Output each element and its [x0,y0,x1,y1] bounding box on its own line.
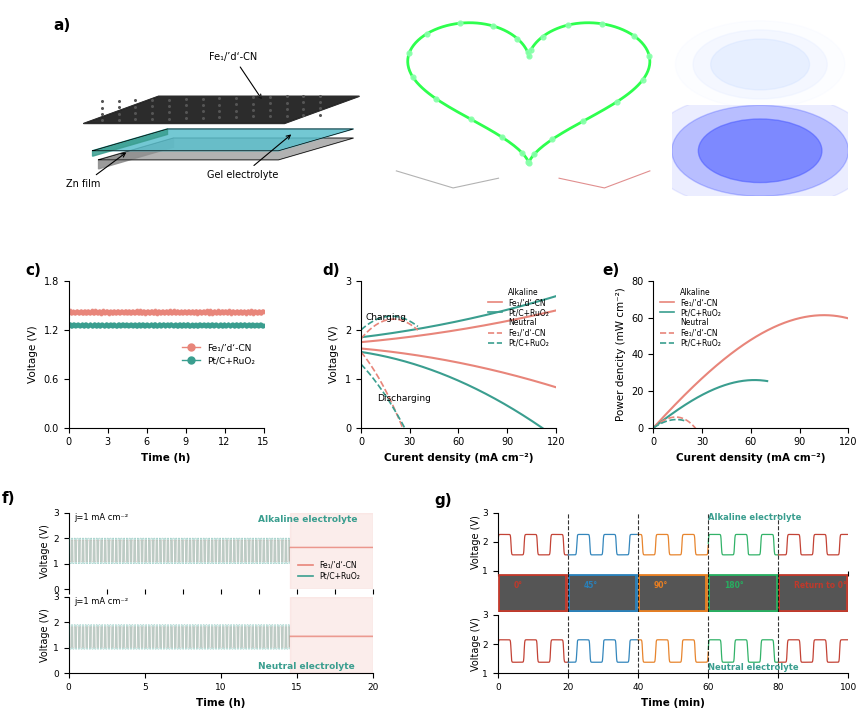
Text: Gel electrolyte: Gel electrolyte [207,135,291,180]
X-axis label: Time (h): Time (h) [141,453,191,463]
Bar [638,575,706,611]
Y-axis label: Power dencity (mW cm⁻²): Power dencity (mW cm⁻²) [616,287,626,421]
Y-axis label: Voltage (V): Voltage (V) [471,515,481,568]
Text: 45°: 45° [584,581,598,590]
Bar [499,575,566,611]
Bar [290,597,374,673]
X-axis label: Time (h): Time (h) [196,698,246,707]
Bar [640,576,705,610]
Text: g): g) [434,493,452,508]
X-axis label: Curent density (mA cm⁻²): Curent density (mA cm⁻²) [384,453,533,463]
Legend: Fe₁/’d‘-CN, Pt/C+RuO₂: Fe₁/’d‘-CN, Pt/C+RuO₂ [295,557,363,584]
Text: a): a) [54,18,71,33]
Bar [710,576,776,610]
Text: Charging: Charging [366,313,407,322]
Y-axis label: Voltage (V): Voltage (V) [329,326,339,383]
Text: Return to 0°: Return to 0° [794,581,847,590]
Text: Alkaline electrolyte: Alkaline electrolyte [258,515,357,523]
Text: 180°: 180° [724,581,744,590]
Bar [709,575,776,611]
Polygon shape [93,129,167,156]
Text: b): b) [388,20,406,35]
Text: Neutral electrolyte: Neutral electrolyte [708,663,799,673]
Polygon shape [99,138,353,160]
Bar [500,576,566,610]
Y-axis label: Voltage (V): Voltage (V) [40,524,51,578]
Bar [779,575,847,611]
Legend: Alkaline, Fe₁/’d‘-CN, Pt/C+RuO₂, Neutral, Fe₁/’d‘-CN, Pt/C+RuO₂: Alkaline, Fe₁/’d‘-CN, Pt/C+RuO₂, Neutral… [657,285,724,350]
Text: f): f) [2,492,15,507]
X-axis label: Curent density (mA cm⁻²): Curent density (mA cm⁻²) [676,453,825,463]
Text: Zn film: Zn film [66,153,125,189]
Text: 90°: 90° [654,581,668,590]
Y-axis label: Voltage (V): Voltage (V) [40,608,51,662]
Y-axis label: Voltage (V): Voltage (V) [471,618,481,671]
Polygon shape [93,129,353,151]
Y-axis label: Voltage (V): Voltage (V) [28,326,38,383]
X-axis label: Time (min): Time (min) [641,698,705,707]
Text: j=1 mA cm⁻²: j=1 mA cm⁻² [75,513,129,522]
Bar [569,575,637,611]
Polygon shape [83,96,359,124]
Text: 0°: 0° [513,581,523,590]
Bar [290,513,374,589]
Text: Alkaline electrolyte: Alkaline electrolyte [708,513,801,522]
Text: Discharging: Discharging [377,394,431,403]
Text: e): e) [602,263,620,278]
Legend: Alkaline, Fe₁/’d‘-CN, Pt/C+RuO₂, Neutral, Fe₁/’d‘-CN, Pt/C+RuO₂: Alkaline, Fe₁/’d‘-CN, Pt/C+RuO₂, Neutral… [485,285,552,350]
Legend: Fe₁/’d‘-CN, Pt/C+RuO₂: Fe₁/’d‘-CN, Pt/C+RuO₂ [178,340,259,369]
Bar [780,576,846,610]
Text: j=1 mA cm⁻²: j=1 mA cm⁻² [75,597,129,607]
Polygon shape [99,138,173,169]
Text: Fe₁/’d‘-CN: Fe₁/’d‘-CN [209,52,261,98]
Bar [570,576,635,610]
Text: c): c) [26,263,41,278]
Text: d): d) [322,263,339,278]
Text: Neutral electrolyte: Neutral electrolyte [258,662,354,671]
